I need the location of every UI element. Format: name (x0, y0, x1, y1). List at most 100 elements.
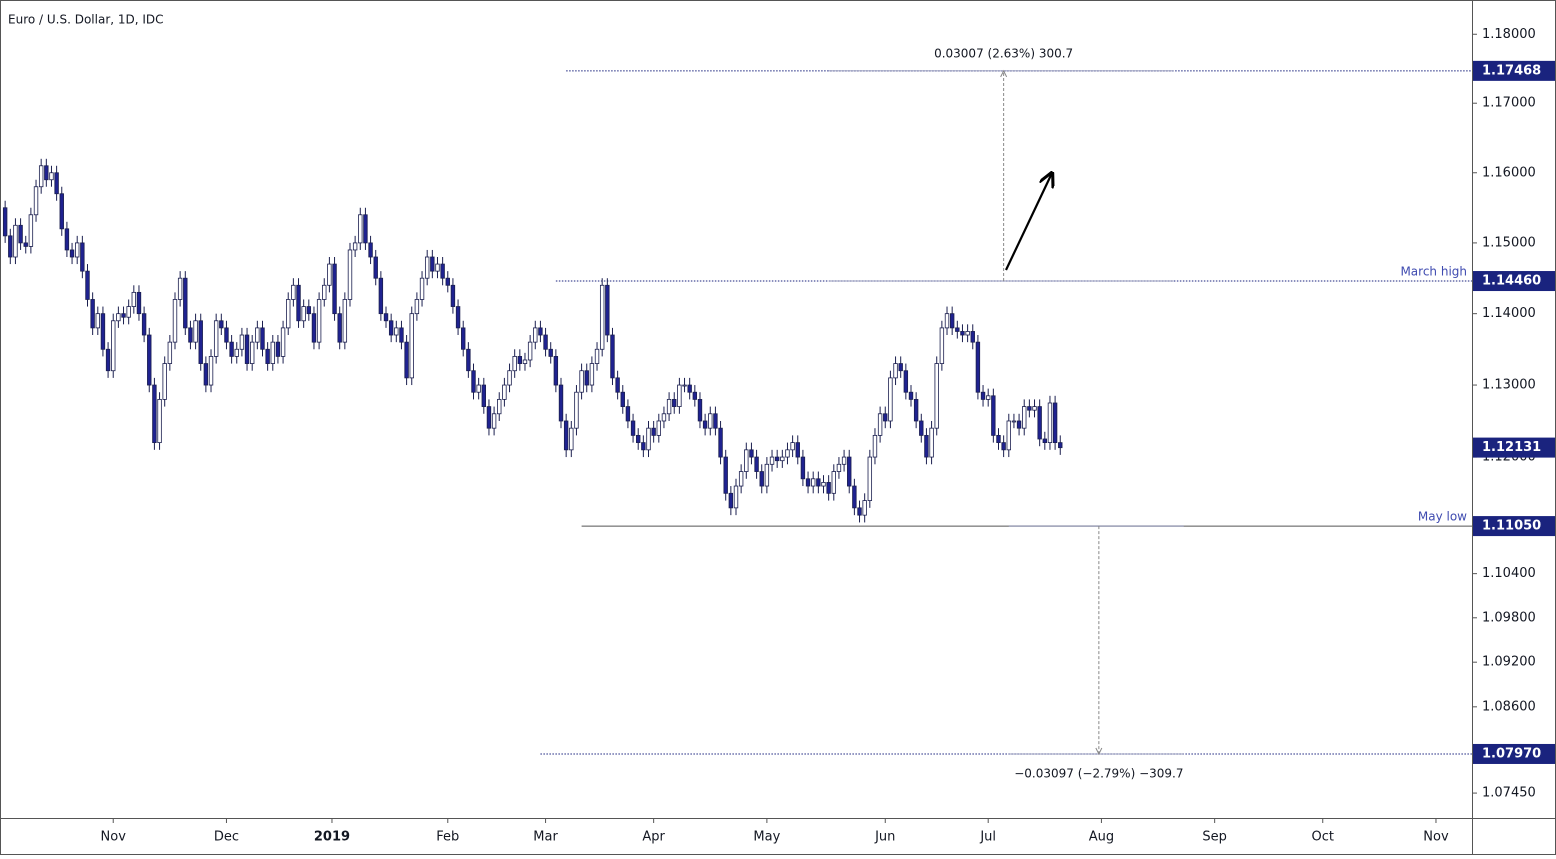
price-label: 1.17468 (1482, 63, 1541, 78)
candle-body (821, 482, 826, 487)
candle-body (497, 398, 502, 415)
candle-body (934, 363, 939, 429)
candle-body (955, 327, 960, 332)
y-tick-label: 1.13000 (1482, 378, 1536, 393)
candle-body (424, 256, 430, 279)
overlay (1005, 173, 1052, 271)
candle-body (548, 348, 553, 357)
candle-body (358, 214, 363, 244)
candle-body (702, 420, 708, 429)
candle-body (105, 348, 111, 372)
candle-body (913, 398, 919, 422)
candle-body (522, 359, 528, 364)
price-label-box (1473, 516, 1555, 537)
y-tick-label: 1.09200 (1482, 655, 1536, 670)
candle-body (1047, 402, 1053, 444)
candle-body (960, 331, 965, 336)
candle-body (749, 449, 754, 458)
candle-body (584, 370, 589, 386)
candle-body (136, 291, 142, 315)
candle-body (249, 341, 255, 364)
candle-body (239, 334, 245, 350)
candle-body (244, 334, 250, 364)
candle-body (672, 398, 677, 407)
candle-body (579, 370, 584, 393)
candle-body (677, 384, 682, 407)
candle-body (517, 356, 523, 364)
candle-body (713, 413, 718, 429)
candle-body (347, 249, 353, 300)
candle-body (862, 500, 867, 516)
candle-body (404, 341, 409, 379)
candle-body (64, 228, 70, 251)
price-label-box (1473, 743, 1555, 764)
candle-body (785, 449, 790, 458)
candle-body (1001, 442, 1006, 451)
candle-body (538, 327, 543, 336)
candle-body (816, 478, 821, 487)
measure-label: 0.03007 (2.63%) 300.7 (934, 46, 1073, 60)
x-tick-label: Aug (1089, 830, 1114, 845)
candle-body (836, 463, 842, 472)
candle-body (666, 398, 672, 415)
candle-body (445, 277, 450, 286)
price-label-box (1473, 60, 1555, 81)
measure-label: −0.03097 (−2.79%) −309.7 (1014, 766, 1183, 780)
candle-body (430, 256, 435, 272)
candle-body (847, 456, 852, 487)
candle-body (203, 363, 209, 386)
candle-body (296, 284, 301, 322)
y-tick-label: 1.15000 (1482, 235, 1536, 250)
candle-body (260, 327, 265, 350)
candle-body (795, 442, 800, 458)
candle-body (466, 348, 471, 372)
x-tick-label: Jul (979, 830, 996, 845)
candle-body (8, 235, 13, 258)
candle-body (769, 456, 775, 465)
candle-body (234, 348, 239, 357)
candle-body (939, 327, 945, 364)
candle-body (327, 263, 332, 286)
candle-body (985, 395, 991, 400)
candle-body (90, 299, 95, 329)
candle-body (558, 384, 564, 422)
candle-body (162, 363, 167, 400)
candle-body (1022, 406, 1027, 429)
price-label-box (1473, 437, 1555, 458)
candle-body (85, 270, 90, 300)
candle-body (167, 341, 173, 364)
candle-body (630, 420, 636, 436)
candle-body (131, 291, 137, 307)
x-tick-label: Sep (1202, 830, 1227, 845)
candle-body (692, 391, 698, 400)
candle-body (975, 341, 981, 393)
level-name: March high (1400, 265, 1467, 279)
candle-body (311, 313, 317, 343)
candle-body (363, 214, 368, 244)
candle-body (419, 277, 425, 300)
y-tick-label: 1.10400 (1482, 566, 1536, 581)
candle-body (883, 413, 888, 422)
x-tick-label: Feb (436, 830, 459, 845)
candle-body (790, 442, 795, 451)
candle-body (198, 320, 203, 364)
price-label-box (1473, 271, 1555, 292)
candle-body (435, 263, 440, 272)
candle-body (28, 214, 34, 247)
candle-body (888, 377, 893, 422)
candle-body (970, 331, 975, 343)
x-tick-label: Nov (1423, 830, 1449, 845)
candle-body (687, 384, 692, 393)
candle-body (764, 463, 770, 487)
candle-body (481, 384, 487, 407)
candle-body (553, 356, 559, 386)
candle-body (800, 456, 806, 480)
candle-body (409, 313, 414, 379)
chart-title: Euro / U.S. Dollar, 1D, IDC (8, 13, 164, 27)
candle-body (965, 331, 970, 336)
candle-body (919, 420, 924, 436)
candle-body (54, 172, 59, 195)
candle-body (533, 327, 538, 343)
candle-body (188, 327, 193, 343)
